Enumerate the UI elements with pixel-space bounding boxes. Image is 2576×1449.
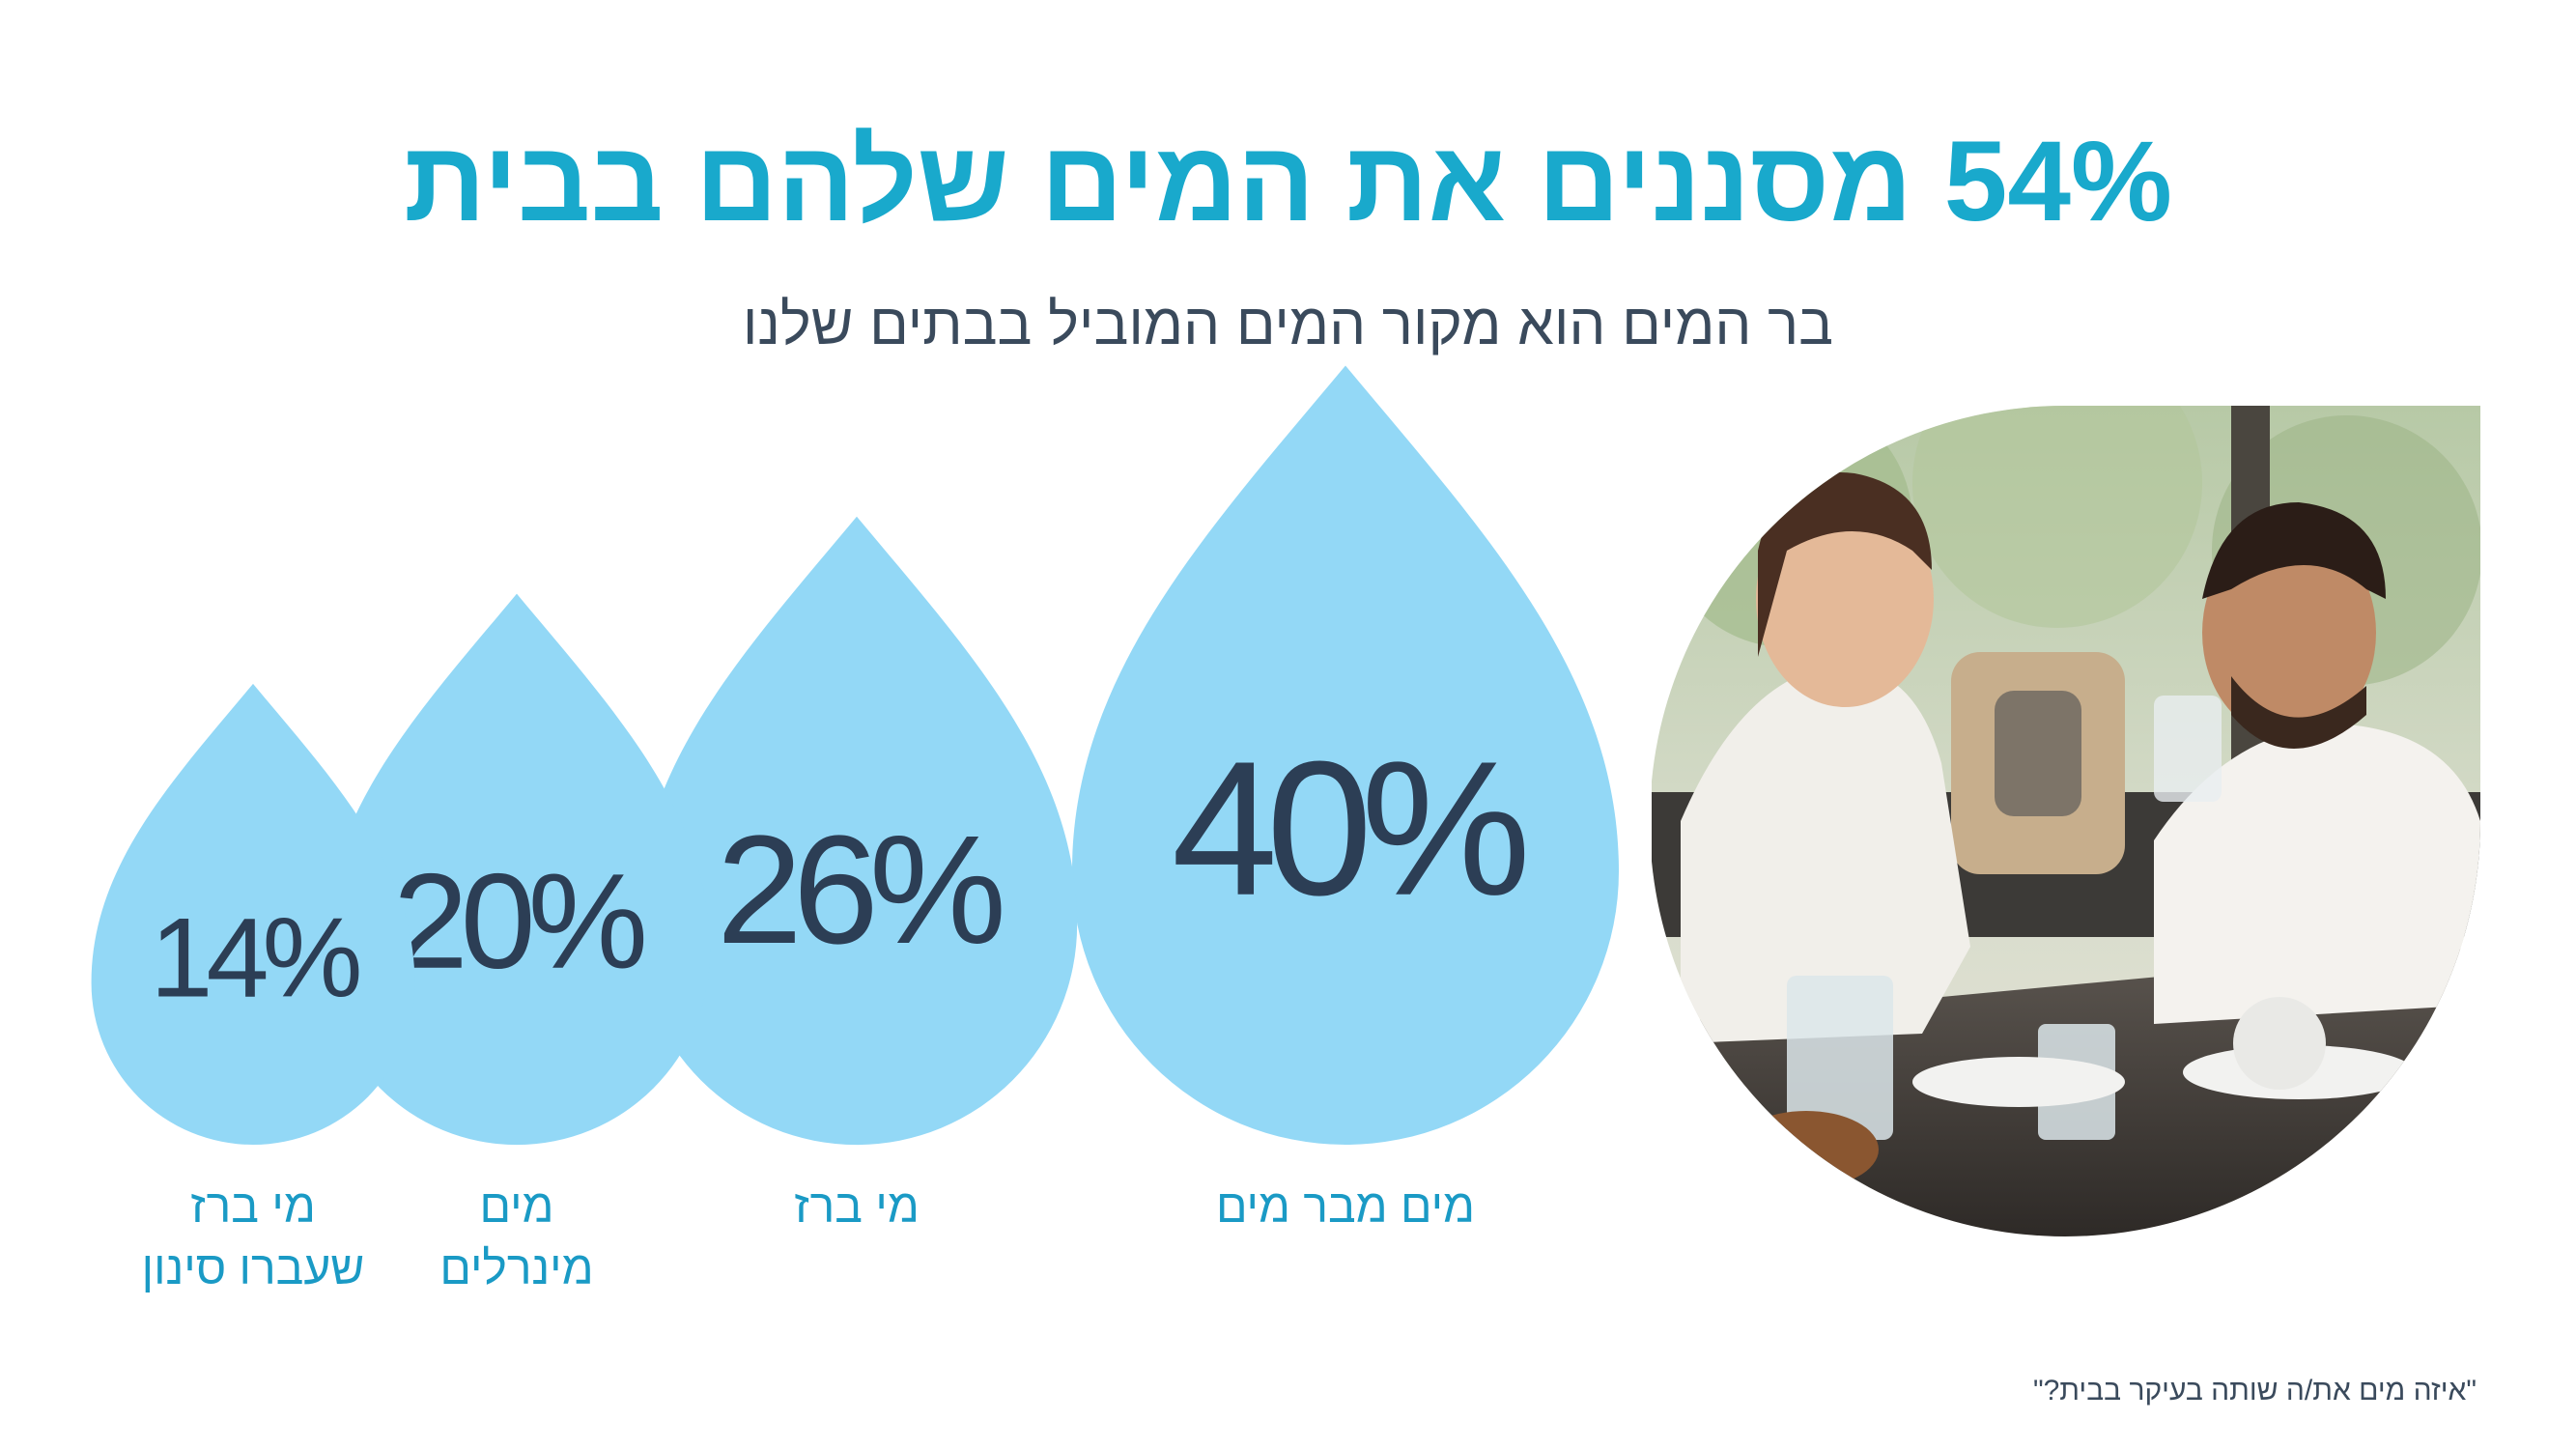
category-label-line: שעברו סינון <box>141 1243 365 1294</box>
category-label: מים מבר מים <box>1172 1177 1519 1238</box>
page-subtitle: בר המים הוא מקור המים המוביל בבתים שלנו <box>742 292 1834 356</box>
category-label-line: מי ברז <box>190 1181 316 1233</box>
footnote: "איזה מים את/ה שותה בעיקר בבית?" <box>2032 1375 2477 1406</box>
category-label: מים מינרלים <box>343 1177 691 1300</box>
category-label: מי ברז <box>683 1177 1031 1238</box>
couple-drinking-water-photo <box>1652 406 2480 1236</box>
category-label-line: מים מבר מים <box>1215 1181 1476 1233</box>
drop-20 <box>323 593 711 1146</box>
drop-26 <box>636 516 1078 1146</box>
value-label-20: 20% <box>393 845 644 997</box>
drop-40 <box>1072 365 1619 1145</box>
value-label-14: 14% <box>150 895 358 1021</box>
value-label-26: 26% <box>717 803 1002 976</box>
drop-14 <box>91 683 415 1145</box>
category-label-line: מים <box>479 1181 554 1233</box>
value-label-40: 40% <box>1172 722 1524 935</box>
category-label: מי ברז שעברו סינון <box>79 1177 427 1300</box>
page-title: 54% מסננים את המים שלהם בבית <box>404 118 2172 245</box>
category-label-line: מי ברז <box>794 1181 920 1233</box>
category-label-line: מינרלים <box>439 1243 594 1294</box>
